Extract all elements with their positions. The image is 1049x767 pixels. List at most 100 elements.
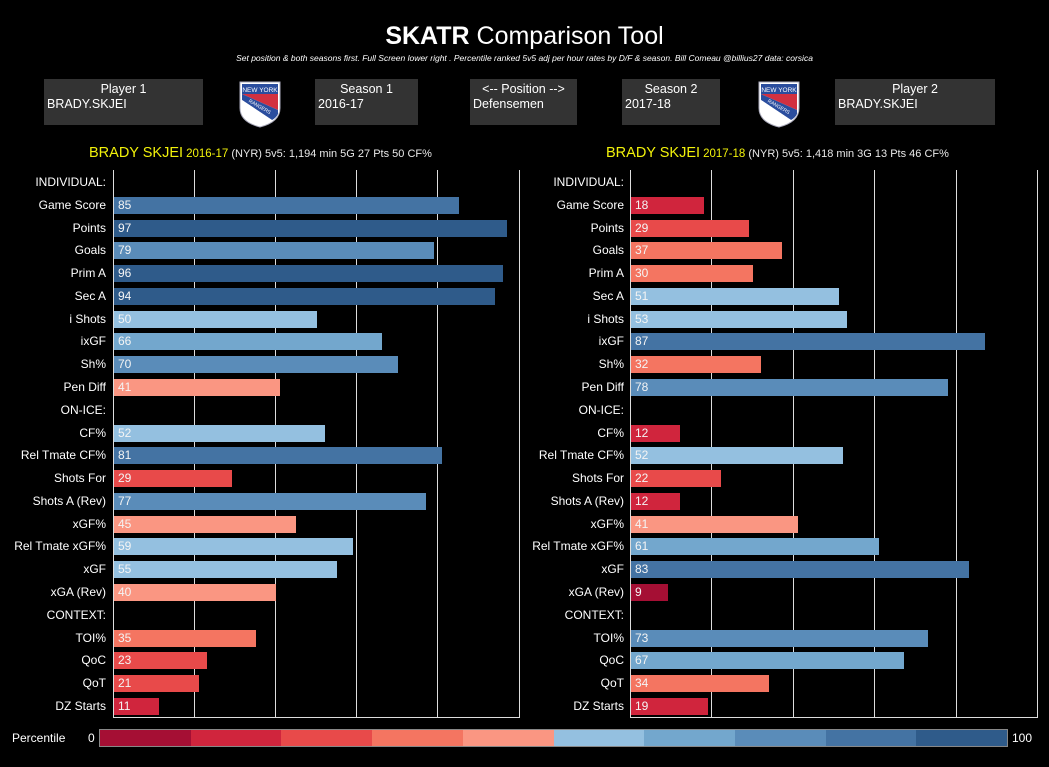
season2-selector[interactable]: Season 2 2017-18 xyxy=(622,79,720,125)
bar-value-label: 59 xyxy=(118,539,132,554)
bar[interactable] xyxy=(631,470,721,488)
legend-swatch xyxy=(734,730,826,746)
player2-selector[interactable]: Player 2 BRADY.SKJEI xyxy=(835,79,995,125)
player1-value: BRADY.SKJEI xyxy=(47,97,127,111)
row-label: QoT xyxy=(82,676,106,691)
bar[interactable] xyxy=(114,584,277,602)
bar-value-label: 37 xyxy=(635,243,649,258)
position-value: Defensemen xyxy=(473,97,544,111)
panel2-chart: INDIVIDUAL: Game Score 18 Points 29 Goals 37 Pr… xyxy=(517,170,1049,718)
row-label: DZ Starts xyxy=(573,698,624,713)
svg-text:NEW YORK: NEW YORK xyxy=(761,87,797,94)
bar-value-label: 50 xyxy=(118,311,132,326)
bar[interactable] xyxy=(114,424,325,442)
bar-value-label: 45 xyxy=(118,516,132,531)
bar-value-label: 34 xyxy=(635,676,649,691)
legend-min-label: 0 xyxy=(88,731,95,745)
bar-value-label: 29 xyxy=(635,220,649,235)
bar-value-label: 9 xyxy=(635,585,642,600)
bar-value-label: 52 xyxy=(635,448,649,463)
bar-value-label: 52 xyxy=(118,425,132,440)
bar[interactable] xyxy=(114,538,354,556)
bar[interactable] xyxy=(631,652,904,670)
bar[interactable] xyxy=(114,196,459,214)
bar[interactable] xyxy=(631,447,843,465)
bar-value-label: 29 xyxy=(118,471,132,486)
bar[interactable] xyxy=(114,219,508,237)
bar[interactable] xyxy=(114,379,281,397)
bar[interactable] xyxy=(114,652,208,670)
row-label: xGF xyxy=(601,562,624,577)
player2-value: BRADY.SKJEI xyxy=(838,97,918,111)
row-label: INDIVIDUAL: xyxy=(35,175,106,189)
bar[interactable] xyxy=(114,697,159,715)
bar-value-label: 51 xyxy=(635,288,649,303)
bar-value-label: 61 xyxy=(635,539,649,554)
row-label: TOI% xyxy=(593,630,624,645)
bar[interactable] xyxy=(631,515,798,533)
bar-value-label: 41 xyxy=(635,516,649,531)
player1-selector[interactable]: Player 1 BRADY.SKJEI xyxy=(44,79,203,125)
gridline xyxy=(275,170,277,718)
gridline xyxy=(792,170,794,718)
row-label: xGA (Rev) xyxy=(50,585,106,600)
bar-value-label: 85 xyxy=(118,197,132,212)
bar[interactable] xyxy=(631,379,949,397)
x-axis-baseline xyxy=(630,717,1037,718)
bar[interactable] xyxy=(631,424,680,442)
bar-value-label: 12 xyxy=(635,425,649,440)
bar-value-label: 96 xyxy=(118,266,132,281)
bar[interactable] xyxy=(114,333,382,351)
bar[interactable] xyxy=(631,196,705,214)
bar[interactable] xyxy=(631,629,929,647)
panel1-details: (NYR) 5v5: 1,194 min 5G 27 Pts 50 CF% xyxy=(228,148,432,160)
position-selector[interactable]: <-- Position --> Defensemen xyxy=(470,79,577,125)
season2-value: 2017-18 xyxy=(625,97,671,111)
bar[interactable] xyxy=(631,675,770,693)
bar[interactable] xyxy=(114,356,398,374)
bar[interactable] xyxy=(114,561,338,579)
bar[interactable] xyxy=(114,629,256,647)
page-title: SKATR Comparison Tool xyxy=(385,22,664,50)
y-axis-line xyxy=(113,170,114,718)
bar[interactable] xyxy=(631,242,782,260)
legend-swatch xyxy=(825,730,917,746)
bar[interactable] xyxy=(631,492,680,510)
bar[interactable] xyxy=(631,333,986,351)
season1-selector[interactable]: Season 1 2016-17 xyxy=(315,79,418,125)
row-label: xGF% xyxy=(72,516,106,531)
bar[interactable] xyxy=(114,287,496,305)
bar[interactable] xyxy=(114,265,504,283)
bar[interactable] xyxy=(631,538,880,556)
bar[interactable] xyxy=(631,219,750,237)
bar[interactable] xyxy=(631,584,668,602)
bar[interactable] xyxy=(114,310,317,328)
panel1-chart: INDIVIDUAL: Game Score 85 Points 97 Goals 79 Pr… xyxy=(0,170,520,718)
rangers-logo-icon: NEW YORK RANGERS xyxy=(758,81,800,128)
row-label: Points xyxy=(590,220,624,235)
bar[interactable] xyxy=(631,287,839,305)
bar-value-label: 97 xyxy=(118,220,132,235)
bar[interactable] xyxy=(631,697,709,715)
bar[interactable] xyxy=(631,561,969,579)
bar[interactable] xyxy=(631,265,754,283)
row-label: Goals xyxy=(592,243,624,258)
bar[interactable] xyxy=(114,515,297,533)
bar-value-label: 53 xyxy=(635,311,649,326)
gridline xyxy=(437,170,439,718)
bar-value-label: 41 xyxy=(118,380,132,395)
bar[interactable] xyxy=(114,492,427,510)
row-label: Prim A xyxy=(70,266,106,281)
bar[interactable] xyxy=(114,470,232,488)
bar-value-label: 67 xyxy=(635,653,649,668)
bar[interactable] xyxy=(114,447,443,465)
row-label: Rel Tmate xGF% xyxy=(532,539,624,554)
row-label: QoC xyxy=(81,653,106,668)
season1-value: 2016-17 xyxy=(318,97,364,111)
bar[interactable] xyxy=(114,675,200,693)
legend-max-label: 100 xyxy=(1012,731,1033,745)
bar[interactable] xyxy=(631,310,847,328)
bar[interactable] xyxy=(114,242,435,260)
bar[interactable] xyxy=(631,356,762,374)
y-axis-line xyxy=(630,170,631,718)
